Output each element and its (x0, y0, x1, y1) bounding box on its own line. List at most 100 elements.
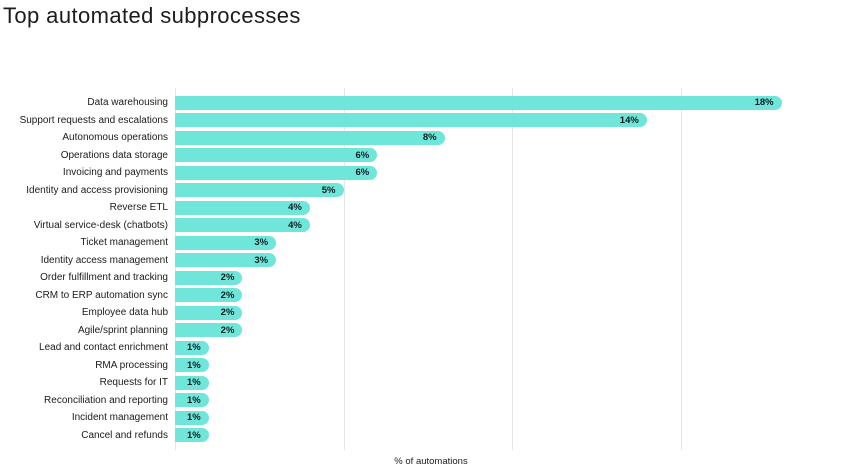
bar-row: Lead and contact enrichment 1% (0, 339, 849, 357)
value-label: 4% (288, 219, 302, 231)
value-label: 6% (355, 149, 370, 161)
category-label: Virtual service-desk (chatbots) (33, 219, 168, 231)
bar: 1% (175, 340, 209, 355)
bar: 1% (175, 393, 209, 408)
bar-row: Order fulfillment and tracking 2% (0, 269, 849, 287)
category-label: Identity access management (40, 254, 168, 266)
bar-track: 5% (175, 183, 849, 198)
bar-track: 1% (175, 358, 849, 373)
bar-track: 2% (175, 288, 849, 303)
bar-row: Identity and access provisioning 5% (0, 182, 849, 200)
bar: 1% (175, 375, 209, 390)
bar-track: 1% (175, 410, 849, 425)
bar-row: Identity access management 3% (0, 252, 849, 270)
plot-area (175, 88, 849, 450)
bar-row: Reverse ETL 4% (0, 199, 849, 217)
value-label: 2% (220, 307, 235, 319)
bar-track: 4% (175, 218, 849, 233)
bar: 1% (175, 358, 209, 373)
value-label: 14% (619, 114, 639, 126)
category-label: Employee data hub (81, 307, 168, 319)
bar: 18% (175, 95, 782, 110)
gridline (680, 88, 682, 450)
category-label: Invoicing and payments (62, 167, 168, 179)
bar-row: Cancel and refunds 1% (0, 427, 849, 445)
bar: 2% (175, 323, 243, 338)
bar-row: Data warehousing 18% (0, 94, 849, 112)
bar: 3% (175, 235, 277, 250)
category-label: Reconciliation and reporting (44, 394, 168, 406)
bar-track: 3% (175, 253, 849, 268)
category-label: Ticket management (80, 237, 168, 249)
bar-row: Invoicing and payments 6% (0, 164, 849, 182)
bar-rows: Data warehousing 18% Support requests and … (0, 94, 849, 444)
bar-row: Incident management 1% (0, 409, 849, 427)
bar-row: Employee data hub 2% (0, 304, 849, 322)
bar-track: 1% (175, 428, 849, 443)
gridline (175, 88, 176, 450)
bar-row: RMA processing 1% (0, 357, 849, 375)
category-label: Order fulfillment and tracking (40, 272, 168, 284)
bar-row: Autonomous operations 8% (0, 129, 849, 147)
category-label: Requests for IT (99, 377, 168, 389)
bar: 4% (175, 218, 310, 233)
value-label: 6% (355, 167, 370, 179)
value-label: 1% (186, 429, 201, 441)
value-label: 4% (288, 202, 302, 214)
category-label: CRM to ERP automation sync (35, 289, 168, 301)
value-label: 8% (422, 132, 437, 144)
bar: 1% (175, 410, 209, 425)
value-label: 1% (186, 412, 201, 424)
bar: 4% (175, 200, 310, 215)
bar-track: 3% (175, 235, 849, 250)
bar-track: 1% (175, 375, 849, 390)
value-label: 2% (220, 272, 235, 284)
value-label: 1% (186, 394, 201, 406)
bar-row: Operations data storage 6% (0, 147, 849, 165)
bar-track: 6% (175, 165, 849, 180)
category-label: Lead and contact enrichment (39, 342, 168, 354)
category-label: Data warehousing (87, 97, 168, 109)
category-label: Reverse ETL (109, 202, 168, 214)
bar-track: 2% (175, 305, 849, 320)
bar-row: Support requests and escalations 14% (0, 112, 849, 130)
value-label: 5% (321, 184, 336, 196)
bar-track: 14% (175, 113, 849, 128)
bar-track: 18% (175, 95, 849, 110)
bar: 8% (175, 130, 445, 145)
bar-row: Ticket management 3% (0, 234, 849, 252)
bar: 2% (175, 270, 243, 285)
category-label: Agile/sprint planning (77, 324, 168, 336)
value-label: 3% (254, 237, 269, 249)
bar: 14% (175, 113, 647, 128)
bar-track: 8% (175, 130, 849, 145)
category-label: Support requests and escalations (19, 114, 168, 126)
chart-title: Top automated subprocesses (3, 3, 301, 28)
bar-track: 4% (175, 200, 849, 215)
value-label: 2% (220, 289, 235, 301)
category-label: RMA processing (95, 359, 168, 371)
bar-row: Virtual service-desk (chatbots) 4% (0, 217, 849, 235)
bar: 5% (175, 183, 344, 198)
value-label: 1% (186, 377, 201, 389)
category-label: Autonomous operations (62, 132, 168, 144)
value-label: 1% (186, 359, 201, 371)
gridline (343, 88, 345, 450)
bar-track: 2% (175, 270, 849, 285)
category-label: Identity and access provisioning (26, 184, 168, 196)
value-label: 18% (754, 97, 774, 109)
bar-row: Agile/sprint planning 2% (0, 322, 849, 340)
bar-row: CRM to ERP automation sync 2% (0, 287, 849, 305)
bar: 2% (175, 305, 243, 320)
bar: 1% (175, 428, 209, 443)
value-label: 1% (186, 342, 201, 354)
category-label: Cancel and refunds (81, 429, 168, 441)
category-label: Incident management (71, 412, 168, 424)
bar-chart: Data warehousing 18% Support requests and … (0, 88, 849, 450)
bar-row: Requests for IT 1% (0, 374, 849, 392)
bar: 3% (175, 253, 277, 268)
bar: 6% (175, 165, 378, 180)
x-axis-label: % of automations (394, 456, 468, 467)
value-label: 3% (254, 254, 269, 266)
